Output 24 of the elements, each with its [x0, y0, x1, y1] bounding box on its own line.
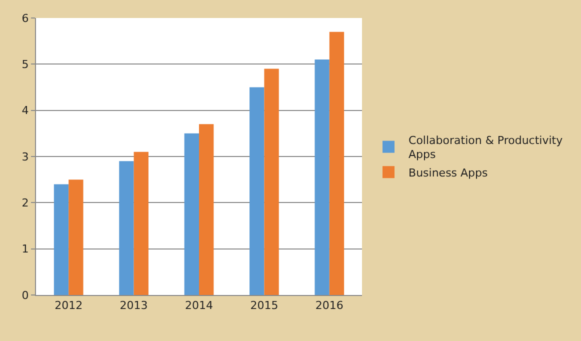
y-tick-label: 6	[22, 12, 29, 25]
bar	[134, 152, 148, 295]
bar	[68, 180, 84, 295]
x-tick-label: 2014	[185, 299, 213, 312]
y-tick-label: 2	[22, 196, 29, 210]
x-tick-label: 2013	[120, 299, 148, 312]
x-tick-label: 2015	[250, 299, 278, 312]
bar	[54, 184, 69, 295]
bar	[119, 161, 134, 295]
bar	[314, 60, 330, 295]
y-tick-label: 0	[22, 288, 29, 302]
y-tick-label: 3	[22, 150, 29, 164]
legend-label: Collaboration & Productivity Apps	[408, 134, 564, 162]
bar	[264, 68, 279, 295]
y-tick-label: 1	[22, 242, 29, 256]
x-tick-label: 2016	[315, 299, 344, 312]
y-tick-label: 5	[22, 58, 29, 72]
bar	[329, 32, 344, 295]
bar	[199, 124, 214, 295]
bar	[250, 87, 264, 295]
y-tick-label: 4	[22, 104, 29, 118]
bar	[184, 133, 199, 295]
x-tick-label: 2012	[54, 299, 83, 312]
legend-label: Business Apps	[408, 166, 488, 180]
